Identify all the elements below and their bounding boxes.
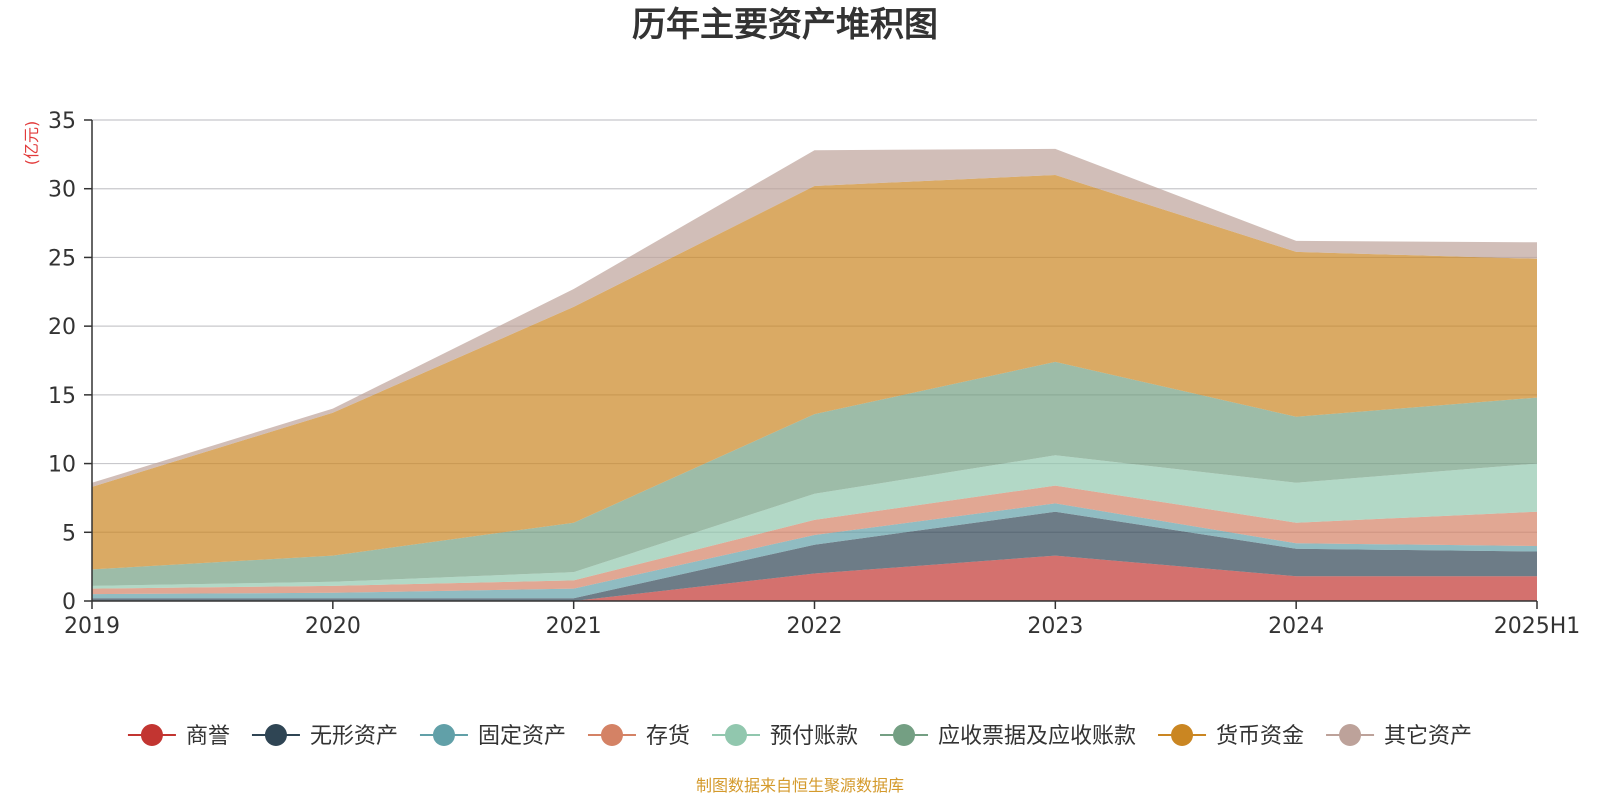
legend-marker-icon (600, 724, 623, 746)
area-series-1 (92, 555, 1537, 601)
legend-label: 存货 (646, 724, 690, 749)
y-tick-label: 20 (48, 315, 76, 340)
y-tick-label: 0 (62, 590, 76, 615)
legend-item-7[interactable]: 货币资金 (1158, 724, 1304, 749)
y-axis-unit-label: (亿元) (22, 121, 41, 166)
area-series-5 (92, 455, 1537, 589)
legend-marker-icon (264, 724, 287, 746)
y-tick-label: 25 (48, 246, 76, 271)
legend-label: 无形资产 (310, 724, 398, 749)
x-axis-ticks: 2019 2020 2021 2022 2023 2024 2025H1 (64, 601, 1580, 639)
area-series-4 (92, 485, 1537, 595)
legend-item-5[interactable]: 预付账款 (712, 724, 858, 749)
legend-label: 固定资产 (478, 724, 566, 749)
legend-item-2[interactable]: 无形资产 (251, 724, 398, 749)
legend-label: 预付账款 (770, 724, 858, 749)
legend-label: 应收票据及应收账款 (938, 724, 1136, 749)
legend-item-8[interactable]: 其它资产 (1326, 724, 1472, 749)
legend-marker-icon (893, 724, 916, 746)
y-tick-label: 35 (48, 109, 76, 134)
area-series-3 (92, 503, 1537, 599)
chart-title: 历年主要资产堆积图 (632, 5, 938, 45)
x-tick-label: 2019 (64, 614, 120, 639)
area-series-7 (92, 175, 1537, 570)
legend-item-3[interactable]: 固定资产 (419, 724, 566, 749)
legend-marker-icon (725, 724, 747, 746)
x-tick-label: 2023 (1027, 614, 1083, 639)
legend-marker-icon (140, 724, 163, 746)
legend-item-1[interactable]: 商誉 (127, 724, 230, 749)
x-tick-label: 2024 (1268, 614, 1324, 639)
area-series-2 (92, 511, 1537, 601)
legend-marker-icon (1171, 724, 1194, 746)
legend-label: 货币资金 (1216, 724, 1304, 749)
x-tick-label: 2025H1 (1494, 614, 1581, 639)
data-source-note: 制图数据来自恒生聚源数据库 (696, 776, 904, 795)
legend-label: 其它资产 (1384, 724, 1472, 749)
area-series-6 (92, 361, 1537, 586)
legend-item-4[interactable]: 存货 (587, 724, 690, 749)
legend: 商誉 无形资产 固定资产 存货 预付账款 应收票据及应收账款 货币资金 其它资产 (127, 724, 1472, 749)
legend-item-6[interactable]: 应收票据及应收账款 (880, 724, 1136, 749)
legend-marker-icon (432, 724, 455, 746)
area-series-layer (92, 148, 1537, 601)
y-tick-label: 15 (48, 384, 76, 409)
legend-label: 商誉 (186, 724, 230, 749)
y-axis-ticks: 0 5 10 15 20 25 30 35 (48, 109, 92, 615)
x-tick-label: 2021 (546, 614, 602, 639)
x-tick-label: 2020 (305, 614, 361, 639)
x-tick-label: 2022 (787, 614, 843, 639)
y-tick-label: 10 (48, 453, 76, 478)
y-tick-label: 5 (62, 521, 76, 546)
y-tick-label: 30 (48, 178, 76, 203)
legend-marker-icon (1339, 724, 1362, 746)
